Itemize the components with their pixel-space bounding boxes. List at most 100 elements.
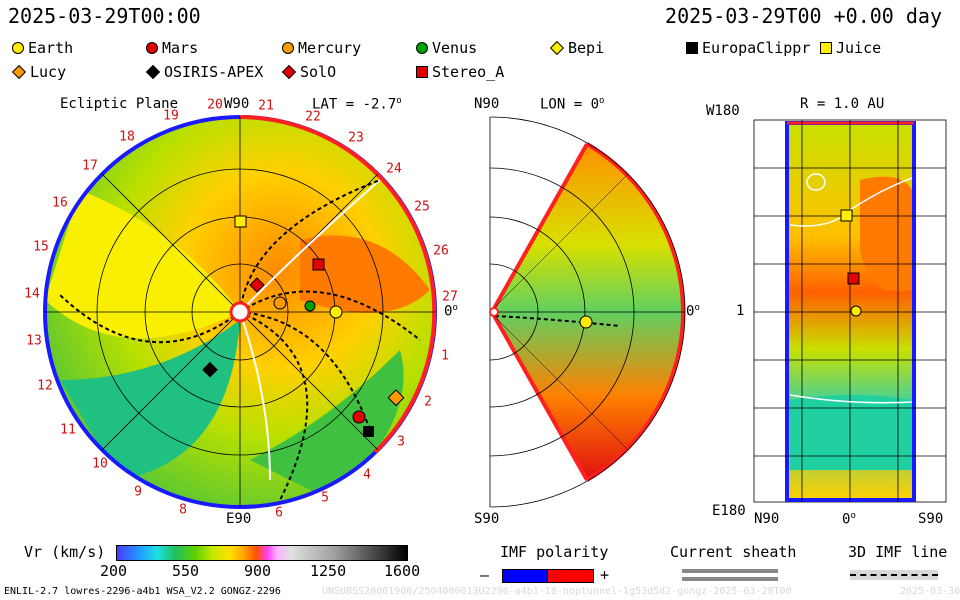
map-top-left: W180 [706,103,740,119]
sector-number: 17 [82,158,98,174]
current-sheath-line [682,577,778,581]
sector-number: 15 [33,239,49,255]
stereo-a-marker-icon [416,66,428,78]
legend-label: Venus [432,39,478,57]
legend-label: Bepi [568,39,605,57]
europa-clipper-marker-icon [686,42,698,54]
ecliptic-lat-label: LAT = -2.7o [312,96,402,113]
ecliptic-right-label: 0o [444,303,458,320]
sector-number: 16 [52,195,68,211]
map-x-label-left: N90 [754,511,780,527]
colorbar-tick: 550 [172,562,200,580]
mercury-marker [273,296,287,310]
colorbar-label: Vr (km/s) [24,543,106,561]
colorbar-tick: 1250 [310,562,347,580]
sector-number: 8 [179,502,187,518]
mars-marker [352,410,366,424]
meridional-bottom-label: S90 [474,511,500,527]
meridional-top-label: N90 [474,96,500,112]
sector-number: 25 [414,199,430,215]
legend-label: Mercury [298,39,362,57]
juice-marker-icon [820,42,832,54]
imf-polarity-label: IMF polarity [500,543,609,561]
imf-plus: + [600,566,610,584]
speed-colorbar [116,545,408,561]
legend-label: Earth [28,39,74,57]
legend-label: EuropaClippr [702,39,811,57]
osiris-apex-marker [202,361,218,378]
sector-number: 14 [24,286,40,302]
imf-line-label: 3D IMF line [848,543,948,561]
legend-mars: Mars [146,39,198,57]
ecliptic-top-label: W90 [224,96,250,112]
sector-number: 6 [275,505,283,521]
juice-marker-map [840,209,853,222]
map-x-label-right: S90 [918,511,944,527]
sector-number: 20 [207,97,223,113]
map-x-label-mid: 0o [842,511,856,528]
solo-marker [249,277,265,293]
sector-number: 19 [163,108,179,124]
sector-number: 21 [258,98,274,114]
map-bottom-left: E180 [712,503,746,519]
sun-icon [229,301,251,323]
legend-label: Stereo_A [432,63,505,81]
stereo-a-marker-map [847,272,860,285]
legend-solo: SolO [281,63,336,81]
earth-marker-map [850,305,862,317]
footer-left: ENLIL-2.7 lowres-2296-a4b1 WSA_V2.2 GONG… [4,586,281,597]
imf-minus: – [480,566,490,584]
colorbar-tick: 900 [244,562,272,580]
legend-juice: Juice [820,39,881,57]
legend-lucy: Lucy [11,63,67,81]
legend-label: Mars [162,39,199,57]
legend-stereo-a: Stereo_A [416,63,504,81]
venus-marker [304,300,316,312]
juice-marker [234,215,247,228]
legend-mercury: Mercury [282,39,361,57]
legend-bepi: Bepi [549,39,605,57]
date-left: 2025-03-29T00:00 [8,4,201,28]
imf-negative-swatch [502,569,549,583]
ecliptic-bottom-label: E90 [226,511,252,527]
meridional-right-label: 0o [686,303,700,320]
legend-label: OSIRIS-APEX [164,63,264,81]
legend-label: Juice [836,39,882,57]
current-sheath-label: Current sheath [670,543,797,561]
sun-icon [489,307,499,317]
sector-number: 23 [348,130,364,146]
footer-middle: UNSUBSS20001900/2504000013U2296-a4b1-18-… [322,586,792,597]
ecliptic-title: Ecliptic Plane [60,96,179,112]
sector-number: 27 [442,289,458,305]
legend-osiris-apex: OSIRIS-APEX [145,63,264,81]
sector-number: 26 [433,243,449,259]
sector-number: 2 [424,394,432,410]
imf-line-sample [850,570,938,580]
legend-europaclipper: EuropaClippr [686,39,810,57]
lucy-marker [387,389,405,407]
colorbar-tick: 1600 [384,562,421,580]
map-r-label: R = 1.0 AU [800,96,885,112]
sector-number: 4 [363,467,371,483]
sector-number: 12 [37,378,53,394]
europa-clipper-marker [363,426,374,437]
earth-marker-icon [12,42,24,54]
venus-marker-icon [416,42,428,54]
footer-right: 2025-03-30 [900,586,960,597]
meridional-lon-label: LON = 0o [540,96,605,113]
sector-number: 13 [26,333,42,349]
sector-number: 11 [60,422,76,438]
sector-number: 24 [386,161,402,177]
date-right: 2025-03-29T00 +0.00 day [665,4,942,28]
earth-marker [329,305,343,319]
current-sheath-line [682,569,778,573]
mercury-marker-icon [282,42,294,54]
earth-marker-meridional [579,315,593,329]
sector-number: 18 [119,129,135,145]
map-left-mid: 1 [736,303,745,319]
colorbar-tick: 200 [100,562,128,580]
legend-label: Lucy [30,63,67,81]
